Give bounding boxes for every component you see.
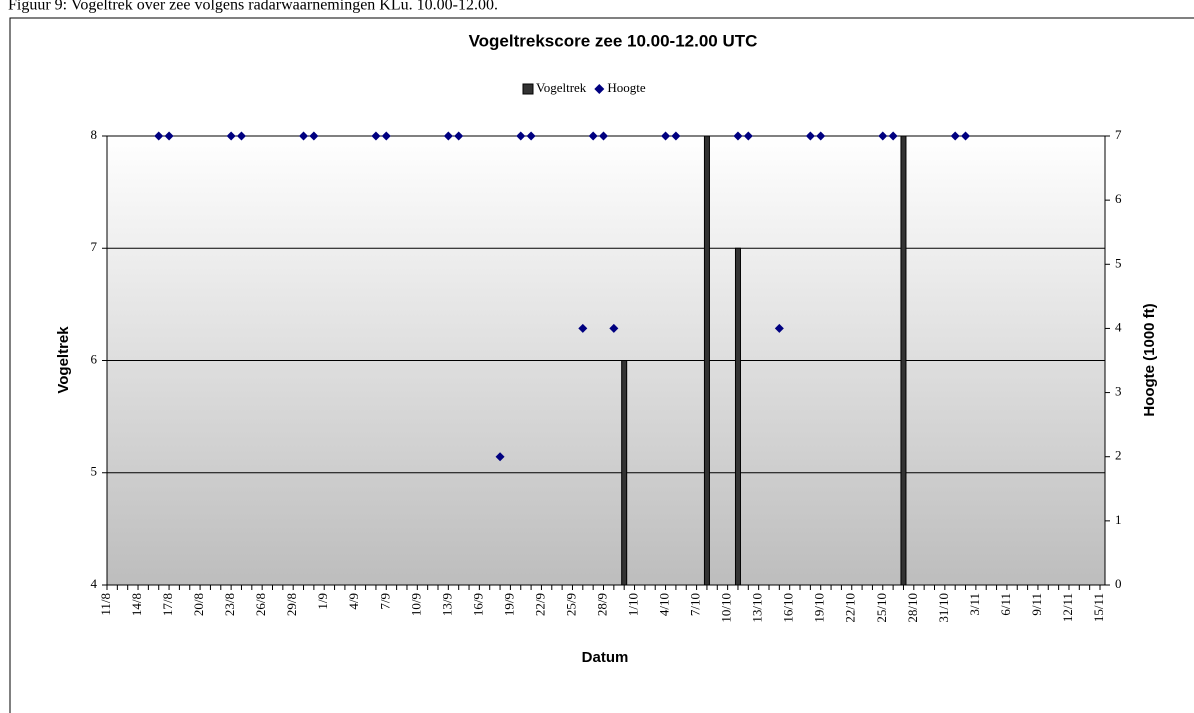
y-tick-label: 4 [91,576,98,591]
x-tick-label: 29/8 [284,593,299,616]
x-tick-label: 14/8 [129,593,144,616]
point [381,131,391,141]
point [950,131,960,141]
y2-tick-label: 7 [1115,127,1122,142]
point [961,131,971,141]
point [578,323,588,333]
y2-tick-label: 0 [1115,576,1122,591]
point [371,131,381,141]
chart-title: Vogeltrekscore zee 10.00-12.00 UTC [469,31,758,50]
point [888,131,898,141]
x-tick-label: 11/8 [98,593,113,616]
x-tick-label: 4/10 [657,593,672,616]
x-tick-label: 22/10 [843,593,858,623]
point [154,131,164,141]
y2-tick-label: 2 [1115,448,1122,463]
point [733,131,743,141]
y2-tick-label: 3 [1115,384,1122,399]
bar [900,135,907,586]
point [588,131,598,141]
x-tick-label: 16/9 [470,593,485,616]
legend-label: Hoogte [607,80,646,95]
x-tick-label: 25/9 [563,593,578,616]
point [226,131,236,141]
y-tick-label: 8 [91,127,98,142]
bar [703,135,710,586]
bar [621,360,628,586]
point [878,131,888,141]
point [671,131,681,141]
point [816,131,826,141]
x-tick-label: 7/10 [688,593,703,616]
x-tick-label: 1/10 [626,593,641,616]
x-tick-label: 31/10 [936,593,951,623]
point [805,131,815,141]
point [164,131,174,141]
point [774,323,784,333]
point [516,131,526,141]
x-tick-label: 28/9 [594,593,609,616]
x-tick-label: 12/11 [1060,593,1075,622]
caption: Figuur 9: Vogeltrek over zee volgens rad… [8,0,498,14]
x-tick-label: 9/11 [1029,593,1044,616]
x-tick-label: 16/10 [781,593,796,623]
point [454,131,464,141]
legend-swatch [522,83,534,95]
x-tick-label: 28/10 [905,593,920,623]
x-tick-label: 25/10 [874,593,889,623]
x-tick-label: 19/9 [501,593,516,616]
x-tick-label: 20/8 [191,593,206,616]
point [495,452,505,462]
legend-label: Vogeltrek [536,80,587,95]
point [236,131,246,141]
y-tick-label: 5 [91,464,98,479]
x-tick-label: 13/9 [439,593,454,616]
x-axis-label: Datum [582,649,629,666]
legend-swatch [594,84,605,94]
point [526,131,536,141]
y2-tick-label: 6 [1115,191,1122,206]
x-tick-label: 17/8 [160,593,175,616]
point [599,131,608,141]
x-tick-label: 10/10 [719,593,734,623]
y2-tick-label: 1 [1115,512,1122,527]
y2-tick-label: 5 [1115,255,1122,270]
point [661,131,671,141]
x-tick-label: 22/9 [532,593,547,616]
point [609,323,619,333]
point [299,131,309,141]
y-tick-label: 7 [91,239,98,254]
x-tick-label: 6/11 [998,593,1013,616]
x-tick-label: 23/8 [222,593,237,616]
point [309,131,319,141]
x-tick-label: 19/10 [812,593,827,623]
x-tick-label: 10/9 [408,593,423,616]
x-tick-label: 13/10 [750,593,765,623]
x-tick-label: 7/9 [377,593,392,610]
y-axis-label: Vogeltrek [55,326,72,394]
point [743,131,753,141]
x-tick-label: 3/11 [967,593,982,616]
bar [734,247,741,586]
x-tick-label: 4/9 [346,593,361,610]
y2-axis-label: Hoogte (1000 ft) [1141,303,1158,416]
x-tick-label: 1/9 [315,593,330,610]
y2-tick-label: 4 [1115,319,1122,334]
point [443,131,453,141]
y-tick-label: 6 [91,351,98,366]
x-tick-label: 15/11 [1091,593,1106,622]
x-tick-label: 26/8 [253,593,268,616]
